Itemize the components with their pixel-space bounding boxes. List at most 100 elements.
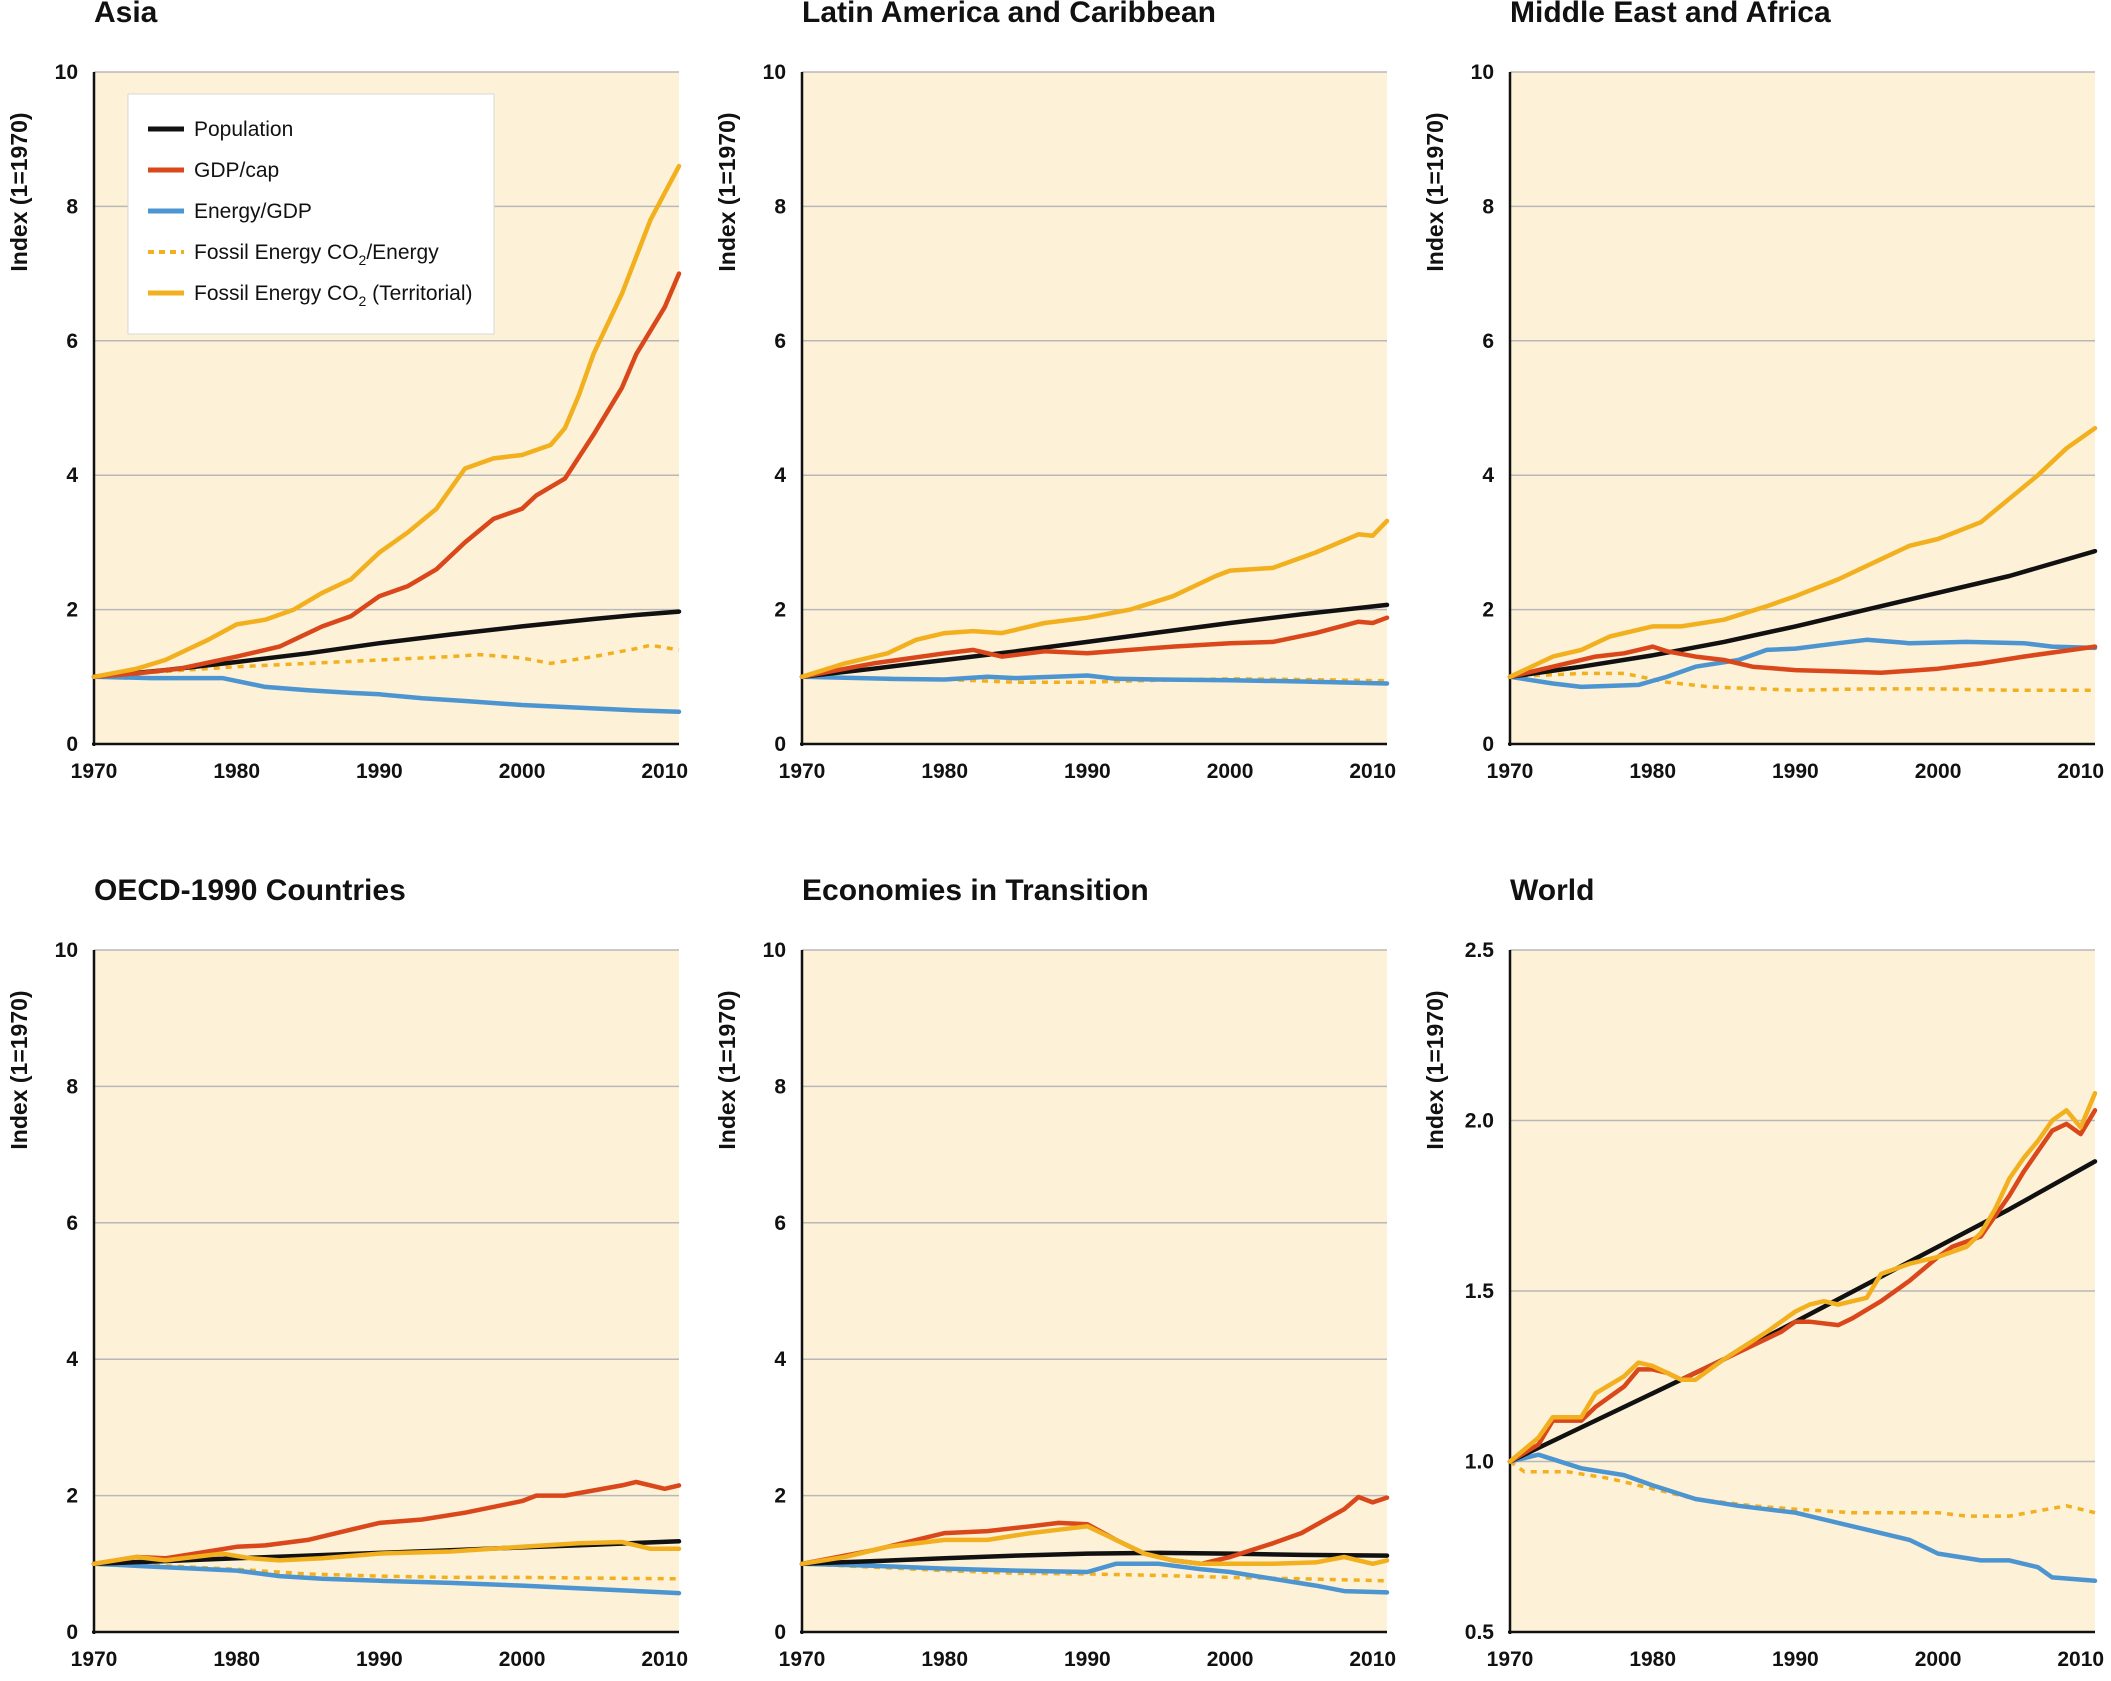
y-tick-label: 0 xyxy=(1482,733,1494,756)
plot-area xyxy=(802,72,1387,744)
plot-area xyxy=(1510,72,2095,744)
x-tick-label: 1980 xyxy=(921,760,968,783)
x-tick-label: 2000 xyxy=(1207,1648,1254,1671)
y-tick-label: 8 xyxy=(66,1075,78,1098)
series-line-co2-territorial xyxy=(799,1524,1390,1567)
panel-title: OECD-1990 Countries xyxy=(94,874,406,907)
series-line-energy-gdp xyxy=(1507,1452,2098,1584)
series-line-gdp-cap xyxy=(1507,1108,2098,1464)
x-tick-label: 2010 xyxy=(1349,760,1396,783)
legend-label: Fossil Energy CO2 (Territorial) xyxy=(194,282,473,309)
x-tick-label: 2010 xyxy=(1349,1648,1396,1671)
x-tick-label: 1980 xyxy=(1629,760,1676,783)
y-tick-label: 10 xyxy=(55,939,78,962)
y-tick-label: 8 xyxy=(774,1075,786,1098)
y-tick-label: 2.0 xyxy=(1465,1110,1494,1133)
x-tick-label: 2010 xyxy=(2057,1648,2104,1671)
series-line-energy-gdp xyxy=(1507,637,2098,690)
panel-oecd-1990-countries: 0 2 4 6 8 10 1970 1980 1990 2000 2010 OECD-1990 Cou… xyxy=(6,874,688,1671)
x-tick-label: 1990 xyxy=(1772,760,1819,783)
y-axis-label: Index (1=1970) xyxy=(714,990,740,1149)
legend-label: GDP/cap xyxy=(194,159,279,182)
legend-box xyxy=(127,93,495,335)
series-line-co2-energy xyxy=(1509,671,2095,692)
y-tick-label: 6 xyxy=(774,330,786,353)
x-tick-label: 1990 xyxy=(1064,760,1111,783)
y-tick-label: 0.5 xyxy=(1465,1621,1495,1644)
plot-area xyxy=(94,950,679,1632)
y-axis-label: Index (1=1970) xyxy=(1422,990,1448,1149)
series-line-population xyxy=(1507,548,2098,680)
x-tick-label: 1990 xyxy=(356,1648,403,1671)
y-tick-label: 2 xyxy=(774,599,786,622)
legend-entry-gdp-cap: GDP/cap xyxy=(148,159,279,182)
y-tick-label: 8 xyxy=(66,195,78,218)
y-tick-label: 10 xyxy=(763,61,786,84)
y-tick-label: 1.5 xyxy=(1465,1280,1495,1303)
series-line-co2-energy xyxy=(93,643,680,679)
x-tick-label: 1970 xyxy=(71,760,118,783)
y-tick-label: 2 xyxy=(1482,599,1494,622)
x-tick-label: 1980 xyxy=(1629,1648,1676,1671)
y-tick-label: 2 xyxy=(66,599,78,622)
legend-entry-energy-gdp: Energy/GDP xyxy=(148,200,312,223)
y-tick-label: 6 xyxy=(1482,330,1494,353)
y-tick-label: 10 xyxy=(763,939,786,962)
y-tick-label: 4 xyxy=(66,1348,78,1371)
y-tick-label: 8 xyxy=(1482,195,1494,218)
series-line-co2-territorial xyxy=(91,163,682,680)
plot-area xyxy=(802,950,1387,1632)
x-tick-label: 2010 xyxy=(641,1648,688,1671)
panel-title: Asia xyxy=(94,0,158,29)
panel-economies-in-transition: 0 2 4 6 8 10 1970 1980 1990 2000 2010 Economies in … xyxy=(714,874,1396,1671)
legend-label: Energy/GDP xyxy=(194,200,312,223)
y-tick-label: 4 xyxy=(774,1348,786,1371)
x-tick-label: 2000 xyxy=(499,760,546,783)
y-tick-label: 4 xyxy=(66,464,78,487)
y-tick-label: 0 xyxy=(774,733,786,756)
legend-entry-co2-energy: Fossil Energy CO2/Energy xyxy=(148,241,439,268)
series-line-co2-territorial xyxy=(1507,425,2098,680)
x-tick-label: 1970 xyxy=(1487,1648,1534,1671)
legend-label: Fossil Energy CO2/Energy xyxy=(194,241,439,268)
panel-title: Middle East and Africa xyxy=(1510,0,1831,29)
y-tick-label: 6 xyxy=(66,330,78,353)
x-tick-label: 1970 xyxy=(779,1648,826,1671)
x-tick-label: 1990 xyxy=(356,760,403,783)
y-tick-label: 2.5 xyxy=(1465,939,1495,962)
series-line-energy-gdp xyxy=(91,1561,682,1596)
series-line-energy-gdp xyxy=(91,674,682,714)
y-tick-label: 4 xyxy=(1482,464,1494,487)
panel-title: World xyxy=(1510,874,1594,907)
x-tick-label: 2010 xyxy=(2057,760,2104,783)
series-line-energy-gdp xyxy=(799,673,1390,686)
y-tick-label: 0 xyxy=(774,1621,786,1644)
panel-world: 0.5 1.0 1.5 2.0 2.5 1970 1980 1990 2000 2010 World… xyxy=(1422,874,2104,1671)
series-line-gdp-cap xyxy=(1507,644,2098,680)
panel-latin-america-and-caribbean: 0 2 4 6 8 10 1970 1980 1990 2000 2010 Latin America… xyxy=(714,0,1396,783)
series-line-co2-territorial xyxy=(799,518,1390,680)
panel-title: Economies in Transition xyxy=(802,874,1149,907)
series-line-population xyxy=(799,602,1390,680)
series-line-energy-gdp xyxy=(799,1561,1390,1595)
y-tick-label: 0 xyxy=(66,733,78,756)
series-line-co2-territorial xyxy=(91,1539,682,1567)
legend-label: Population xyxy=(194,118,293,141)
y-tick-label: 2 xyxy=(774,1485,786,1508)
y-tick-label: 1.0 xyxy=(1465,1451,1494,1474)
y-axis-label: Index (1=1970) xyxy=(714,112,740,271)
x-tick-label: 2000 xyxy=(1915,760,1962,783)
y-tick-label: 2 xyxy=(66,1485,78,1508)
legend-entry-population: Population xyxy=(148,118,293,141)
x-tick-label: 1990 xyxy=(1064,1648,1111,1671)
series-line-gdp-cap xyxy=(91,1479,682,1567)
x-tick-label: 2000 xyxy=(499,1648,546,1671)
y-axis-label: Index (1=1970) xyxy=(6,990,32,1149)
series-line-co2-territorial xyxy=(1507,1090,2098,1464)
y-tick-label: 10 xyxy=(55,61,78,84)
series-line-co2-energy xyxy=(1508,1460,2096,1518)
y-tick-label: 0 xyxy=(66,1621,78,1644)
series-line-population xyxy=(799,1550,1390,1567)
